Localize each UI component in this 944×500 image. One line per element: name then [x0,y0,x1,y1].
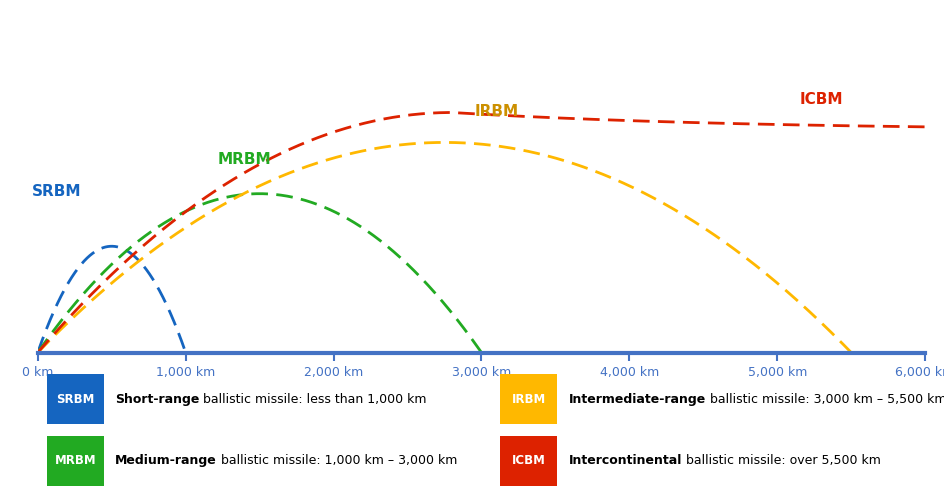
Text: ballistic missile: 3,000 km – 5,500 km: ballistic missile: 3,000 km – 5,500 km [706,392,944,406]
Text: ballistic missile: less than 1,000 km: ballistic missile: less than 1,000 km [199,392,427,406]
Text: Medium-range: Medium-range [115,454,217,468]
Text: MRBM: MRBM [218,152,272,166]
Text: SRBM: SRBM [32,184,82,200]
FancyBboxPatch shape [500,436,557,486]
Text: ballistic missile: 1,000 km – 3,000 km: ballistic missile: 1,000 km – 3,000 km [217,454,457,468]
FancyBboxPatch shape [46,436,104,486]
Text: IRBM: IRBM [512,392,546,406]
Text: IRBM: IRBM [474,104,518,118]
Text: ICBM: ICBM [800,92,843,106]
Text: ICBM: ICBM [512,454,546,468]
Text: Intermediate-range: Intermediate-range [568,392,706,406]
Text: Intercontinental: Intercontinental [568,454,682,468]
FancyBboxPatch shape [500,374,557,424]
Text: MRBM: MRBM [55,454,96,468]
FancyBboxPatch shape [46,374,104,424]
Text: Short-range: Short-range [115,392,199,406]
Text: SRBM: SRBM [56,392,94,406]
Text: ballistic missile: over 5,500 km: ballistic missile: over 5,500 km [682,454,881,468]
